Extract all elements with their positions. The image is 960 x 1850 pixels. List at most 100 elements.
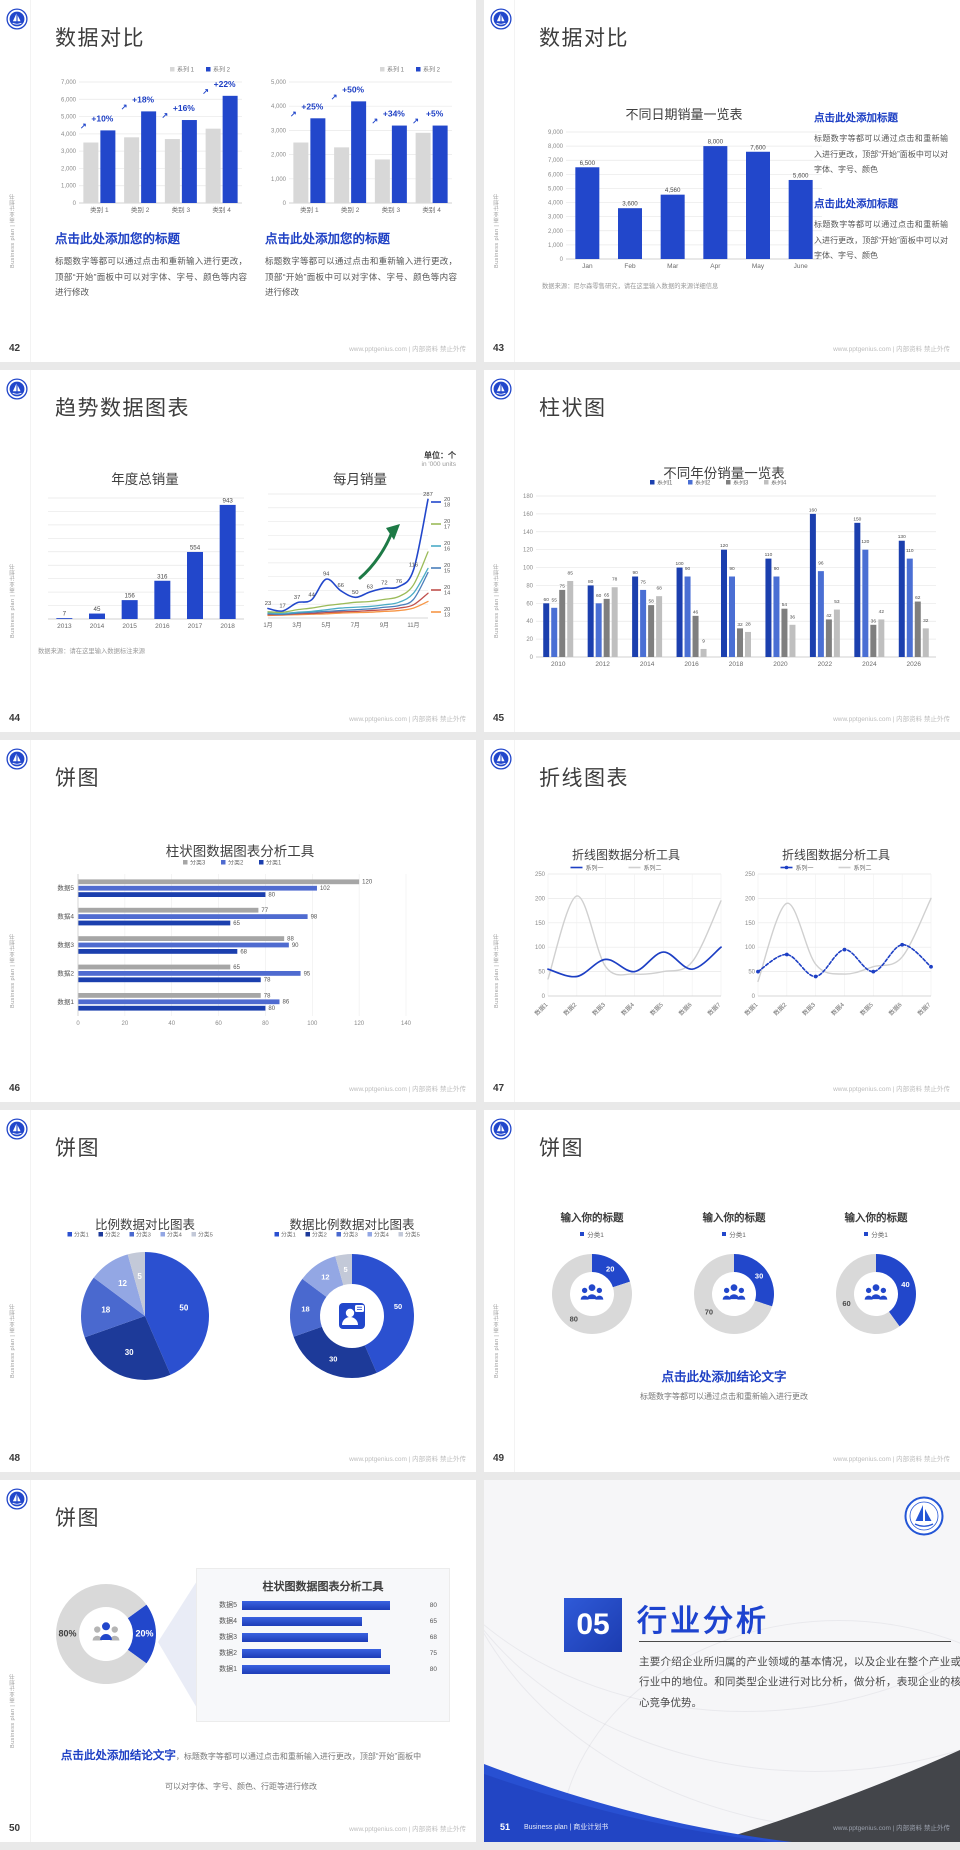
svg-text:36: 36: [871, 618, 877, 624]
block-title: 点击此处添加标题: [814, 198, 898, 210]
chart-title: 不同日期销量一览表: [625, 107, 743, 122]
chart-title: 折线图数据分析工具: [571, 848, 680, 862]
svg-text:100: 100: [523, 566, 534, 572]
donut-chart: 40 60: [816, 1241, 936, 1347]
svg-text:分类1: 分类1: [281, 1231, 296, 1239]
svg-text:4,000: 4,000: [548, 201, 564, 207]
svg-text:120: 120: [362, 880, 373, 886]
svg-text:0: 0: [542, 994, 546, 1000]
slide-45[interactable]: Business plan | 商业计划书 柱状图 不同年份销量一览表 180 1…: [484, 370, 960, 732]
svg-text:1,000: 1,000: [548, 243, 564, 249]
slide-50[interactable]: Business plan | 商业计划书 饼图 20% 80% 柱状图数据图表分…: [0, 1480, 476, 1842]
svg-text:数据6: 数据6: [677, 1000, 694, 1017]
svg-text:类别 4: 类别 4: [212, 205, 231, 214]
slide-42[interactable]: Business plan | 商业计划书 数据对比 7,000 6,000 5,0…: [0, 0, 476, 362]
svg-text:23: 23: [265, 601, 271, 607]
svg-text:2013: 2013: [57, 623, 72, 630]
svg-text:130: 130: [898, 534, 906, 540]
svg-text:5: 5: [137, 1272, 142, 1281]
svg-text:数据3: 数据3: [57, 940, 74, 949]
footer-site: www.pptgenius.com | 内部资料 禁止外传: [349, 716, 466, 723]
line-chart: 23 17 37 44 94 66 50 63 72 76 116 287 1月 3月 5月 7月 9月 11月 2…: [260, 484, 468, 634]
horizontal-bar-chart: 分类3 分类2 分类1 0 20 40 60 80 100 120 140 数据5 120 102 80 数据…: [40, 859, 440, 1032]
svg-text:50: 50: [748, 970, 755, 976]
data-source-note: 数据来源：请在这里输入数据标注来源: [38, 648, 146, 655]
page-number: 50: [9, 1823, 21, 1834]
svg-text:80: 80: [570, 1315, 578, 1324]
slide-47[interactable]: Business plan | 商业计划书 折线图表 折线图数据分析工具 250…: [484, 740, 960, 1102]
divider: [30, 1110, 31, 1472]
svg-text:200: 200: [745, 896, 756, 902]
svg-text:↗: ↗: [290, 109, 297, 118]
slide-43[interactable]: Business plan | 商业计划书 数据对比 不同日期销量一览表 9,0…: [484, 0, 960, 362]
chart-title: 数据比例数据对比图表: [289, 1218, 415, 1232]
footer-site: www.pptgenius.com | 内部资料 禁止外传: [833, 346, 950, 353]
svg-text:62: 62: [915, 595, 921, 601]
panel-title: 柱状图数据图表分析工具: [262, 1581, 384, 1593]
svg-text:80: 80: [262, 1021, 269, 1027]
svg-text:85: 85: [568, 570, 574, 576]
svg-text:3,000: 3,000: [548, 215, 564, 221]
svg-text:7,000: 7,000: [61, 80, 77, 86]
svg-text:数据1: 数据1: [533, 1000, 550, 1017]
slide-46[interactable]: Business plan | 商业计划书 饼图 柱状图数据图表分析工具 分类3…: [0, 740, 476, 1102]
brand-logo-icon: [6, 1118, 28, 1140]
unit-sub: in '000 units: [421, 461, 457, 468]
svg-text:2016: 2016: [444, 541, 450, 553]
svg-text:75: 75: [640, 579, 646, 585]
section-number: 05: [564, 1598, 622, 1652]
slide-44[interactable]: Business plan | 商业计划书 趋势数据图表 单位：个 in '00…: [0, 370, 476, 732]
conclusion-body: 标题数字等都可以通过点击和重新输入进行更改: [640, 1392, 808, 1401]
svg-text:9月: 9月: [380, 622, 389, 629]
page-number: 49: [493, 1453, 505, 1464]
svg-text:60: 60: [526, 601, 533, 607]
svg-text:数据4: 数据4: [619, 1000, 636, 1017]
svg-text:42: 42: [826, 613, 832, 619]
svg-text:分类4: 分类4: [374, 1231, 390, 1239]
svg-text:3,600: 3,600: [622, 201, 638, 208]
slide-49[interactable]: Business plan | 商业计划书 饼图 输入你的标题 分类1 20 80…: [484, 1110, 960, 1472]
svg-text:Mar: Mar: [667, 263, 679, 270]
svg-text:120: 120: [861, 539, 869, 545]
svg-text:系列 2: 系列 2: [423, 66, 441, 74]
panel-bar-row: 数据4 65: [219, 1616, 437, 1626]
unit-note: 单位：个 in '000 units: [422, 450, 457, 468]
svg-text:分类5: 分类5: [198, 1231, 213, 1239]
svg-text:数据4: 数据4: [57, 912, 74, 921]
svg-text:+22%: +22%: [214, 79, 236, 89]
svg-text:45: 45: [94, 606, 101, 613]
svg-text:50: 50: [179, 1303, 188, 1312]
svg-text:类别 3: 类别 3: [382, 205, 401, 214]
svg-text:8,000: 8,000: [548, 144, 564, 150]
legend-label: 分类1: [871, 1232, 888, 1239]
svg-text:120: 120: [720, 543, 728, 549]
brand-logo-icon: [6, 1488, 28, 1510]
svg-text:150: 150: [853, 516, 861, 522]
svg-text:80: 80: [268, 1006, 275, 1012]
svg-text:5,000: 5,000: [271, 80, 287, 86]
svg-text:36: 36: [790, 614, 796, 620]
svg-text:5,600: 5,600: [793, 172, 809, 179]
page-number: 46: [9, 1083, 21, 1094]
svg-text:2,000: 2,000: [61, 166, 77, 172]
slide-51[interactable]: 05 行业分析 主要介绍企业所归属的产业领域的基本情况，以及企业在整个产业或行业…: [484, 1480, 960, 1842]
svg-text:37: 37: [294, 595, 300, 601]
svg-text:120: 120: [523, 548, 534, 554]
card-legend: 分类1: [532, 1229, 652, 1239]
svg-text:+25%: +25%: [301, 101, 323, 111]
donut-chart: 20 80: [532, 1241, 652, 1347]
svg-text:20: 20: [526, 637, 533, 643]
page-number: 47: [493, 1083, 505, 1094]
slide-48[interactable]: Business plan | 商业计划书 饼图 比例数据对比图表 分类1 分类2…: [0, 1110, 476, 1472]
svg-text:60: 60: [544, 597, 550, 603]
chart-title: 比例数据对比图表: [94, 1218, 195, 1232]
svg-text:2,000: 2,000: [548, 229, 564, 235]
svg-text:140: 140: [401, 1021, 412, 1027]
svg-text:+34%: +34%: [383, 109, 405, 119]
svg-text:系列4: 系列4: [771, 480, 787, 487]
donut-card: 输入你的标题 分类1 20 80: [532, 1210, 652, 1345]
legend-marker-icon: [722, 1232, 727, 1236]
svg-text:5,000: 5,000: [548, 186, 564, 192]
panel-bar-row: 数据1 80: [219, 1664, 437, 1674]
svg-text:数据2: 数据2: [562, 1000, 579, 1017]
